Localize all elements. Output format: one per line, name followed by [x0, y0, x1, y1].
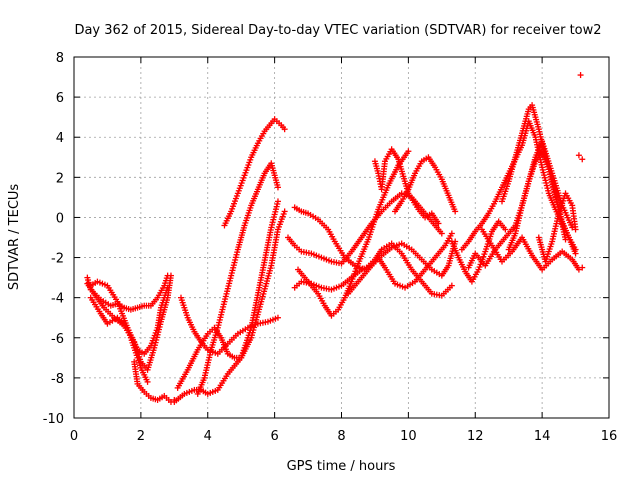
data-point: [572, 246, 579, 253]
data-point: [572, 226, 579, 233]
y-tick-label: -4: [51, 292, 64, 307]
y-tick-label: 8: [56, 51, 64, 66]
y-tick-label: 0: [56, 211, 64, 226]
data-point: [575, 266, 582, 273]
chart-title: Day 362 of 2015, Sidereal Day-to-day VTE…: [74, 23, 601, 38]
y-tick-label: 2: [56, 171, 64, 186]
x-tick-label: 2: [137, 429, 145, 444]
data-point: [438, 230, 445, 237]
y-tick-label: -10: [43, 412, 64, 427]
data-point: [274, 314, 281, 321]
x-tick-label: 12: [467, 429, 484, 444]
data-point: [452, 208, 459, 215]
data-point: [164, 272, 171, 279]
data-point: [579, 264, 586, 271]
y-tick-label: 4: [56, 131, 64, 146]
y-axis-label: SDTVAR / TECUs: [7, 184, 22, 291]
y-tick-label: -8: [51, 372, 64, 387]
data-point: [435, 220, 442, 227]
y-tick-label: -6: [51, 332, 64, 347]
data-point: [144, 378, 151, 385]
data-point: [569, 224, 576, 231]
data-point: [405, 148, 412, 155]
data-point: [448, 282, 455, 289]
plot-frame: [73, 56, 610, 419]
data-point: [579, 156, 586, 163]
x-tick-label: 0: [70, 429, 78, 444]
data-point: [274, 198, 281, 205]
x-tick-label: 14: [534, 429, 551, 444]
axis-ticks: 0 2 4 6 8 10 12 14 16 -10 -8 -6 -4 -2 0 2 4 6 8: [43, 51, 618, 444]
data-points: [84, 72, 586, 405]
data-point: [448, 230, 455, 237]
x-tick-label: 4: [204, 429, 212, 444]
data-point: [164, 284, 171, 291]
y-tick-label: -2: [51, 252, 64, 267]
data-point: [502, 226, 509, 233]
data-point: [281, 208, 288, 215]
x-tick-label: 10: [400, 429, 417, 444]
data-point: [281, 126, 288, 133]
data-point: [577, 72, 584, 79]
data-point: [274, 184, 281, 191]
y-tick-label: 6: [56, 91, 64, 106]
x-tick-label: 6: [270, 429, 278, 444]
x-tick-label: 8: [337, 429, 345, 444]
x-axis-label: GPS time / hours: [287, 459, 396, 474]
data-point: [575, 152, 582, 159]
x-tick-label: 16: [601, 429, 618, 444]
